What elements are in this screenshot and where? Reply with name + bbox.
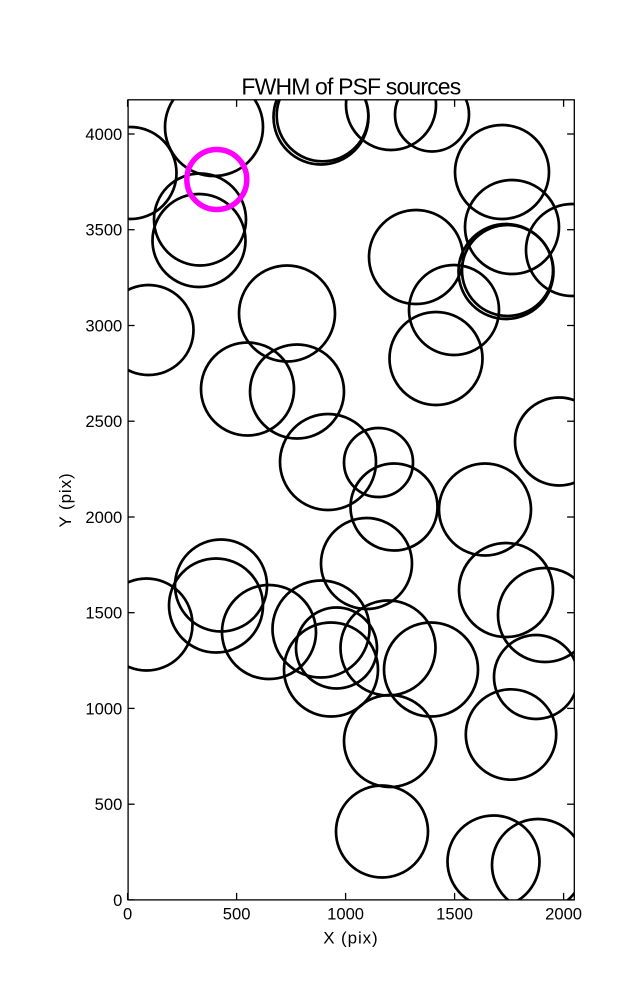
svg-text:0: 0	[123, 905, 132, 924]
svg-text:Y (pix): Y (pix)	[56, 472, 75, 527]
svg-text:2000: 2000	[545, 905, 582, 924]
svg-text:2500: 2500	[85, 412, 122, 431]
svg-text:1500: 1500	[85, 604, 122, 623]
svg-text:X (pix): X (pix)	[323, 928, 378, 947]
svg-text:3500: 3500	[85, 221, 122, 240]
svg-text:FWHM of PSF sources: FWHM of PSF sources	[241, 73, 460, 99]
svg-text:1000: 1000	[85, 699, 122, 718]
svg-text:0: 0	[113, 891, 122, 910]
svg-text:2000: 2000	[85, 508, 122, 527]
svg-text:500: 500	[95, 795, 123, 814]
svg-text:1500: 1500	[436, 905, 473, 924]
svg-text:4000: 4000	[85, 125, 122, 144]
svg-text:3000: 3000	[85, 317, 122, 336]
svg-text:1000: 1000	[327, 905, 364, 924]
svg-text:500: 500	[223, 905, 251, 924]
